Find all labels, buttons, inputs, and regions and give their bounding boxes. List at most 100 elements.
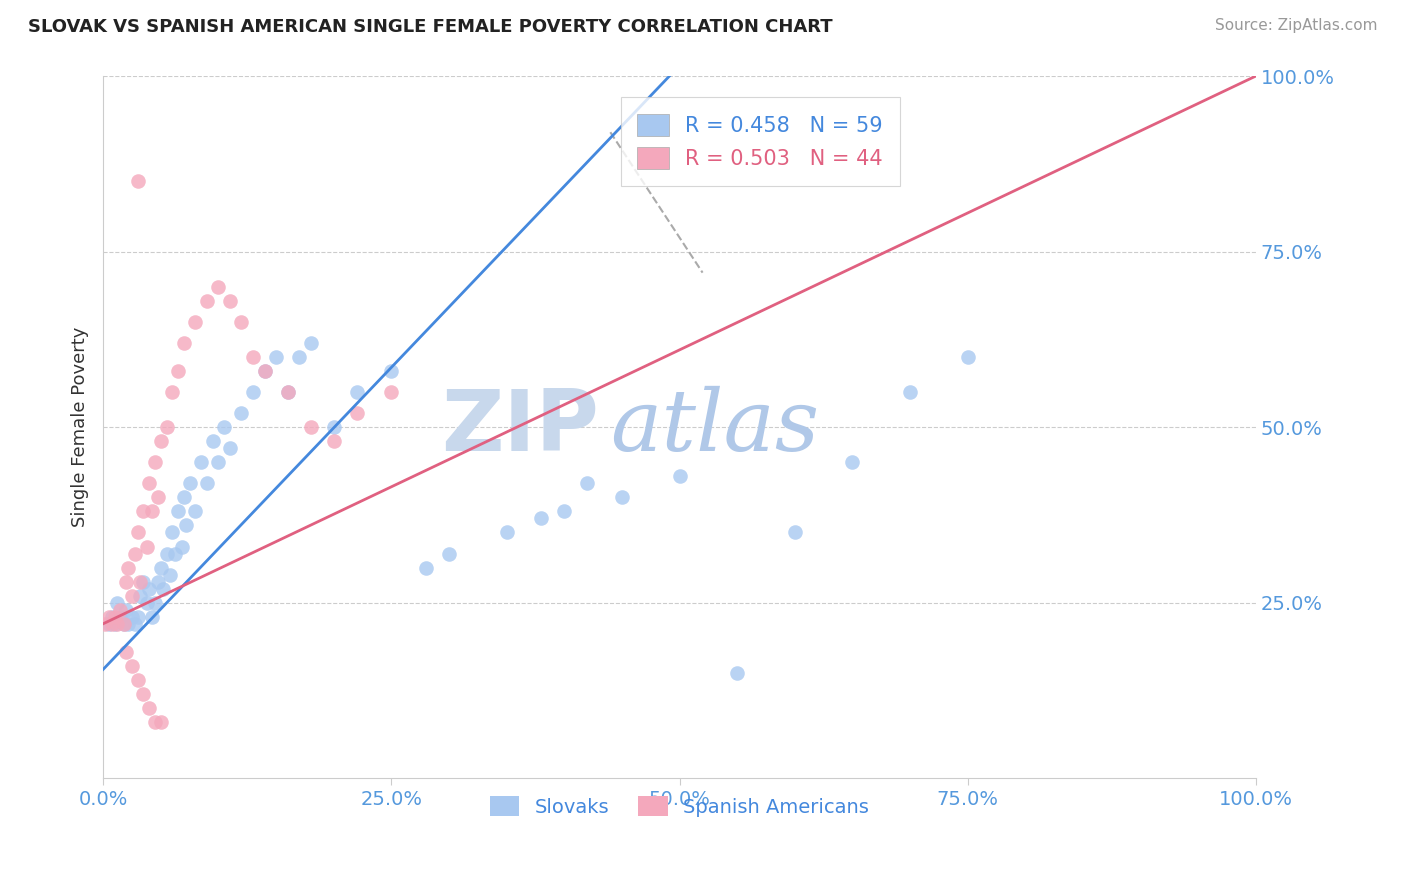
Point [195,293,218,308]
Point [173,491,195,505]
Point [610,491,633,505]
Point [253,364,276,378]
Point [110,603,132,617]
Point [201,434,224,449]
Point [219,293,242,308]
Point [148,574,170,589]
Point [231,406,253,420]
Point [115,603,138,617]
Point [115,574,138,589]
Point [242,350,264,364]
Point [129,574,152,589]
Point [141,504,163,518]
Point [149,560,172,574]
Y-axis label: Single Female Poverty: Single Female Poverty [72,327,89,527]
Point [97,616,120,631]
Point [124,547,146,561]
Point [346,384,368,399]
Point [127,174,149,188]
Point [184,504,207,518]
Point [105,596,128,610]
Point [162,525,184,540]
Point [380,384,402,399]
Point [121,659,143,673]
Point [101,609,124,624]
Point [170,540,193,554]
Point [101,616,124,631]
Point [143,596,166,610]
Point [322,434,344,449]
Point [104,616,127,631]
Point [117,616,139,631]
Point [253,364,276,378]
Point [167,364,190,378]
Point [138,476,160,491]
Point [553,504,575,518]
Point [288,350,311,364]
Point [115,645,138,659]
Point [155,547,177,561]
Point [152,582,174,596]
Point [117,560,139,574]
Point [110,609,132,624]
Point [148,491,170,505]
Point [104,609,127,624]
Text: atlas: atlas [610,386,820,468]
Point [112,616,135,631]
Point [127,673,149,687]
Point [179,476,201,491]
Point [127,525,149,540]
Point [346,406,368,420]
Point [322,420,344,434]
Point [132,574,155,589]
Point [173,335,195,350]
Point [231,315,253,329]
Point [121,609,143,624]
Point [530,511,553,525]
Point [437,547,460,561]
Legend: Slovaks, Spanish Americans: Slovaks, Spanish Americans [482,789,877,825]
Text: SLOVAK VS SPANISH AMERICAN SINGLE FEMALE POVERTY CORRELATION CHART: SLOVAK VS SPANISH AMERICAN SINGLE FEMALE… [28,18,832,36]
Point [576,476,599,491]
Text: ZIP: ZIP [441,385,599,468]
Point [143,455,166,469]
Point [841,455,863,469]
Point [495,525,517,540]
Point [219,441,242,455]
Point [97,609,120,624]
Point [212,420,235,434]
Text: Source: ZipAtlas.com: Source: ZipAtlas.com [1215,18,1378,33]
Point [415,560,437,574]
Point [242,384,264,399]
Point [143,715,166,730]
Point [277,384,299,399]
Point [184,315,207,329]
Point [299,335,322,350]
Point [898,384,921,399]
Point [207,279,229,293]
Point [207,455,229,469]
Point [163,547,186,561]
Point [138,701,160,715]
Point [155,420,177,434]
Point [124,616,146,631]
Point [380,364,402,378]
Point [725,665,748,680]
Point [132,687,155,701]
Point [112,616,135,631]
Point [159,567,181,582]
Point [956,350,979,364]
Point [277,384,299,399]
Point [149,434,172,449]
Point [162,384,184,399]
Point [138,582,160,596]
Point [264,350,287,364]
Point [299,420,322,434]
Point [94,616,117,631]
Point [121,589,143,603]
Point [167,504,190,518]
Point [141,609,163,624]
Point [129,589,152,603]
Point [136,596,159,610]
Point [127,609,149,624]
